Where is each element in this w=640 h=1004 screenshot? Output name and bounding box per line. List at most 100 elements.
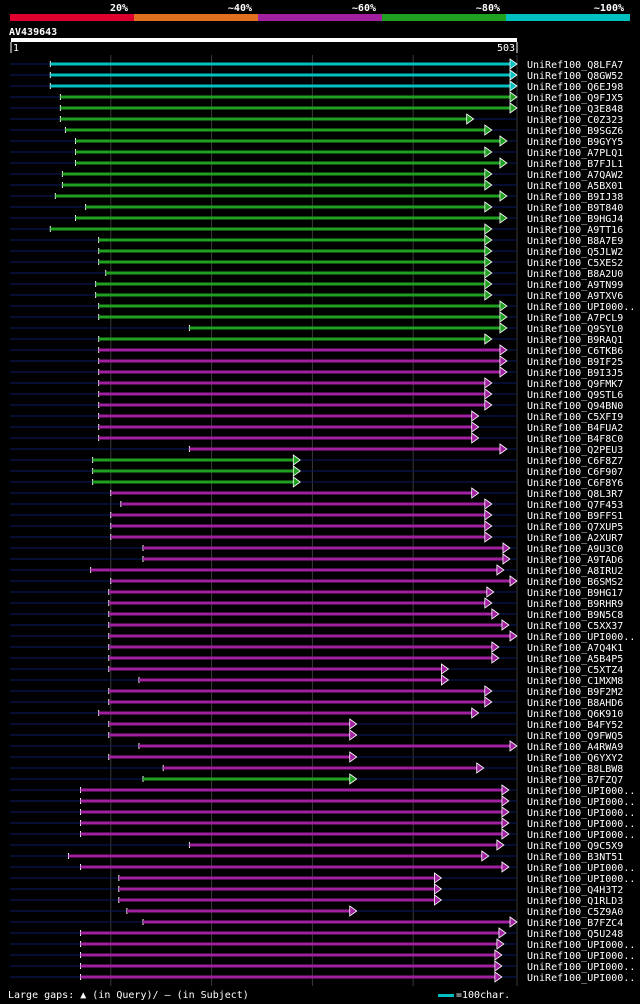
gridlines <box>110 55 518 986</box>
hit-label: UniRef100_C1MXM8 <box>527 676 623 687</box>
hit-label: UniRef100_A9TAD6 <box>527 555 623 566</box>
hit-bar <box>62 172 486 176</box>
hit-label: UniRef100_C6TKB6 <box>527 346 623 357</box>
hit-row: UniRef100_UPI000.. <box>10 784 635 797</box>
hit-label: UniRef100_A5B4P5 <box>527 654 623 665</box>
hit-bar <box>108 645 493 649</box>
hit-row: UniRef100_A5B4P5 <box>10 652 623 665</box>
hit-row: UniRef100_Q7XUP5 <box>10 520 623 533</box>
hit-bar <box>98 348 501 352</box>
hit-label: UniRef100_Q2PEU3 <box>527 445 623 456</box>
hit-row: UniRef100_B7FZC4 <box>10 916 623 929</box>
hit-row: UniRef100_B9HG17 <box>10 586 623 599</box>
hit-label: UniRef100_B4F8C0 <box>527 434 623 445</box>
hit-row: UniRef100_C5Z9A0 <box>10 905 623 918</box>
hit-bar <box>105 271 486 275</box>
hit-row: UniRef100_UPI000.. <box>10 971 635 984</box>
hit-label: UniRef100_A9TN99 <box>527 280 623 291</box>
hit-label: UniRef100_UPI000.. <box>527 797 635 808</box>
hit-bar <box>189 326 501 330</box>
hit-row: UniRef100_A8IRU2 <box>10 564 623 577</box>
hit-arrow <box>484 223 493 235</box>
hit-arrow <box>466 113 475 125</box>
query-axis: 1 503 <box>10 38 518 54</box>
hit-arrow <box>434 894 443 906</box>
hit-row: UniRef100_Q9C5X9 <box>10 839 623 852</box>
hit-row: UniRef100_A7QAW2 <box>10 168 623 181</box>
hit-bar <box>92 469 295 473</box>
hit-arrow <box>494 960 503 972</box>
hit-label: UniRef100_UPI000.. <box>527 940 635 951</box>
hit-bar <box>80 975 496 979</box>
hit-arrow <box>484 597 493 609</box>
hit-row: UniRef100_Q6EJ98 <box>10 80 623 93</box>
hit-label: UniRef100_Q6K910 <box>527 709 623 720</box>
hit-arrow <box>484 509 493 521</box>
hit-label: UniRef100_B7FJL1 <box>527 159 623 170</box>
hit-label: UniRef100_C5XTZ4 <box>527 665 623 676</box>
hit-arrow <box>509 80 518 92</box>
hit-label: UniRef100_B8A2U0 <box>527 269 623 280</box>
hit-row: UniRef100_Q4H3T2 <box>10 883 623 896</box>
hit-label: UniRef100_C0Z323 <box>527 115 623 126</box>
hit-label: UniRef100_Q94BN0 <box>527 401 623 412</box>
hit-row: UniRef100_Q2PEU3 <box>10 443 623 456</box>
hit-row: UniRef100_B8AHD6 <box>10 696 623 709</box>
hit-bar <box>80 788 503 792</box>
hit-row: UniRef100_Q6YXY2 <box>10 751 623 764</box>
hit-arrow <box>484 201 493 213</box>
hit-label: UniRef100_B8A7E9 <box>527 236 623 247</box>
scale-label: ~80% <box>476 3 500 14</box>
hit-label: UniRef100_B8AHD6 <box>527 698 623 709</box>
hit-arrow <box>499 157 508 169</box>
hit-row: UniRef100_UPI000.. <box>10 817 635 830</box>
hit-bar <box>98 381 486 385</box>
hit-arrow <box>496 839 505 851</box>
hit-row: UniRef100_A9TAD6 <box>10 553 623 566</box>
hit-label: UniRef100_B9GYY5 <box>527 137 623 148</box>
hit-label: UniRef100_A7Q4K1 <box>527 643 623 654</box>
hit-row: UniRef100_B6SMS2 <box>10 575 623 588</box>
hit-arrow <box>484 278 493 290</box>
hit-bar <box>98 425 473 429</box>
scale-segment <box>258 14 382 21</box>
hit-bar <box>118 887 436 891</box>
hit-row: UniRef100_Q5JLW2 <box>10 245 623 258</box>
hit-bar <box>110 491 473 495</box>
hit-row: UniRef100_UPI000.. <box>10 949 635 962</box>
hit-bar <box>108 733 351 737</box>
hit-row: UniRef100_B9IF25 <box>10 355 623 368</box>
hit-row: UniRef100_B7FZQ7 <box>10 773 623 786</box>
scale-swatch <box>438 993 454 997</box>
hit-row: UniRef100_UPI000.. <box>10 828 635 841</box>
hit-row: UniRef100_B7FJL1 <box>10 157 623 170</box>
hit-bar <box>85 205 486 209</box>
hit-bar <box>108 623 503 627</box>
hit-label: UniRef100_B9FFS1 <box>527 511 623 522</box>
hit-bar <box>90 568 498 572</box>
hit-arrow <box>484 289 493 301</box>
hit-label: UniRef100_UPI000.. <box>527 830 635 841</box>
axis-bar <box>11 38 517 42</box>
hit-label: UniRef100_Q5JLW2 <box>527 247 623 258</box>
hit-label: UniRef100_C5XES2 <box>527 258 623 269</box>
hit-arrow <box>484 234 493 246</box>
hit-arrow <box>494 949 503 961</box>
hit-row: UniRef100_A9TN99 <box>10 278 623 291</box>
hit-label: UniRef100_B8LBW8 <box>527 764 623 775</box>
hit-bar <box>92 480 295 484</box>
hit-label: UniRef100_B9I3J5 <box>527 368 623 379</box>
hit-bar <box>75 139 501 143</box>
hit-row: UniRef100_A7PCL9 <box>10 311 623 324</box>
hit-arrow <box>499 344 508 356</box>
hit-arrow <box>484 685 493 697</box>
hit-row: UniRef100_Q8L3R7 <box>10 487 623 500</box>
hit-row: UniRef100_C6F907 <box>10 465 623 478</box>
scale-segment <box>382 14 506 21</box>
hit-bar <box>80 832 503 836</box>
hit-bar <box>50 227 486 231</box>
hit-arrow <box>434 883 443 895</box>
hit-arrow <box>484 377 493 389</box>
hit-label: UniRef100_C5Z9A0 <box>527 907 623 918</box>
